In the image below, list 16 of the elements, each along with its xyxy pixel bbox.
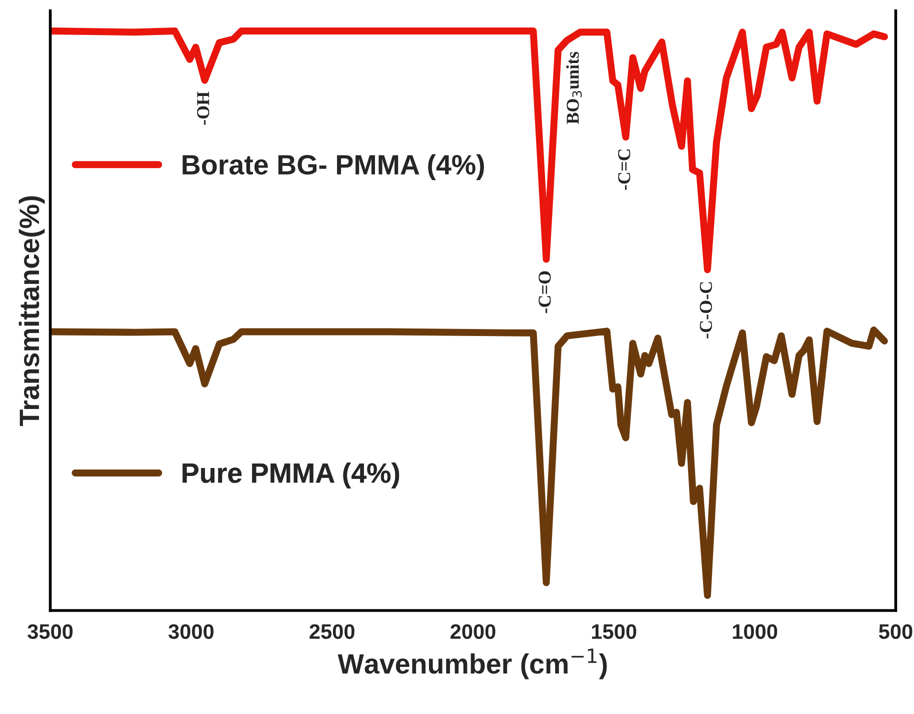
x-tick-label: 2500 [310, 624, 354, 639]
x-tick-label: 3000 [168, 624, 214, 639]
annotation: BO$_{3}$units [566, 52, 582, 124]
x-tick-label: 500 [878, 624, 912, 639]
x-axis-title: Wavenumber (cm$^{−1}$) [338, 648, 607, 680]
annotation: -C=O [538, 271, 551, 314]
annotation: -OH [197, 92, 210, 125]
x-tick-label: 2000 [450, 624, 496, 639]
x-tick-label: 3500 [28, 624, 73, 639]
legend-label: Pure PMMA (4%) [182, 462, 400, 488]
y-axis-title: Transmittance(%) [18, 196, 45, 426]
annotation: -C-O-C [700, 282, 712, 338]
legend-label: Borate BG- PMMA (4%) [182, 154, 484, 180]
annotation: -C=C [618, 150, 630, 190]
x-tick-label: 1500 [592, 624, 636, 639]
x-tick-label: 1000 [732, 624, 778, 639]
